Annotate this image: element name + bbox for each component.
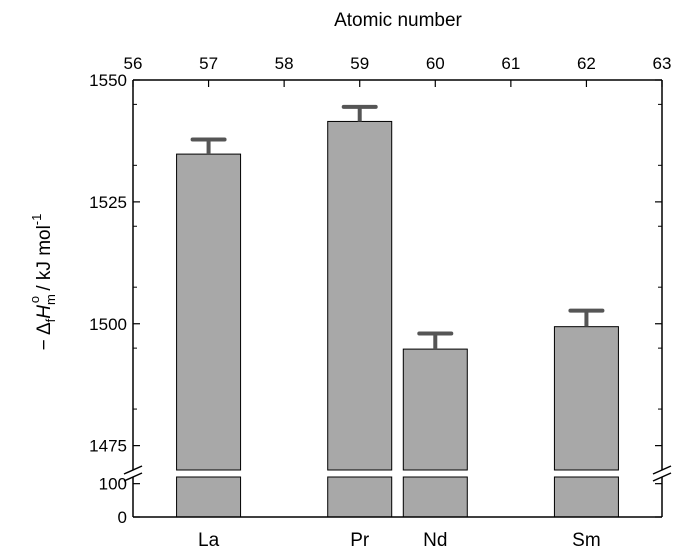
category-label-La: La bbox=[198, 530, 220, 551]
y-tick-label-1550: 1550 bbox=[89, 71, 127, 90]
top-tick-label-57: 57 bbox=[199, 54, 218, 73]
y-tick-label-1525: 1525 bbox=[89, 193, 127, 212]
error-bars-layer bbox=[190, 104, 605, 350]
bar-Nd bbox=[402, 348, 468, 471]
y-title-unit: / kJ mol bbox=[34, 225, 55, 296]
y-lower-tick-label-100: 100 bbox=[99, 475, 127, 494]
y-title-italic-h: H bbox=[34, 305, 55, 319]
y-title-sub-f: f bbox=[43, 318, 58, 322]
top-tick-label-63: 63 bbox=[653, 54, 672, 73]
ticks-layer bbox=[132, 79, 663, 518]
bars-layer bbox=[176, 120, 619, 518]
labels-layer: La Pr Nd Sm 56 57 58 59 60 61 62 63 1475 1500 1525 1550… bbox=[89, 54, 671, 551]
axis-break-mark-left-2 bbox=[123, 472, 143, 482]
axis-break-mark-right-2 bbox=[652, 472, 672, 482]
y-tick-label-1475: 1475 bbox=[89, 437, 127, 456]
bar-lower-Nd bbox=[402, 476, 468, 518]
bar-La bbox=[176, 153, 242, 471]
top-tick-label-61: 61 bbox=[501, 54, 520, 73]
axis-break-mark-left-1 bbox=[123, 465, 143, 475]
y-title-prefix: − Δ bbox=[34, 322, 55, 350]
axis-break-mark-right-1 bbox=[652, 465, 672, 475]
category-label-Nd: Nd bbox=[423, 530, 447, 551]
y-title-sub-m: m bbox=[43, 294, 58, 305]
bar-Sm bbox=[553, 326, 619, 471]
y-title-sup-unit: -1 bbox=[29, 214, 44, 226]
category-label-Pr: Pr bbox=[350, 530, 370, 551]
top-tick-label-62: 62 bbox=[577, 54, 596, 73]
bar-lower-La bbox=[176, 476, 242, 518]
bar-lower-Sm bbox=[553, 476, 619, 518]
y-axis-title: − ΔfHmo / kJ mol-1 bbox=[27, 214, 58, 351]
y-tick-label-1500: 1500 bbox=[89, 315, 127, 334]
bar-lower-Pr bbox=[327, 476, 393, 518]
category-label-Sm: Sm bbox=[572, 530, 601, 551]
top-axis-title: Atomic number bbox=[334, 10, 462, 31]
top-tick-label-58: 58 bbox=[275, 54, 294, 73]
y-lower-tick-label-0: 0 bbox=[118, 508, 127, 527]
y-title-sup-o: o bbox=[27, 296, 42, 303]
top-tick-label-60: 60 bbox=[426, 54, 445, 73]
top-tick-label-56: 56 bbox=[124, 54, 143, 73]
bar-Pr bbox=[327, 120, 393, 471]
top-tick-label-59: 59 bbox=[350, 54, 369, 73]
